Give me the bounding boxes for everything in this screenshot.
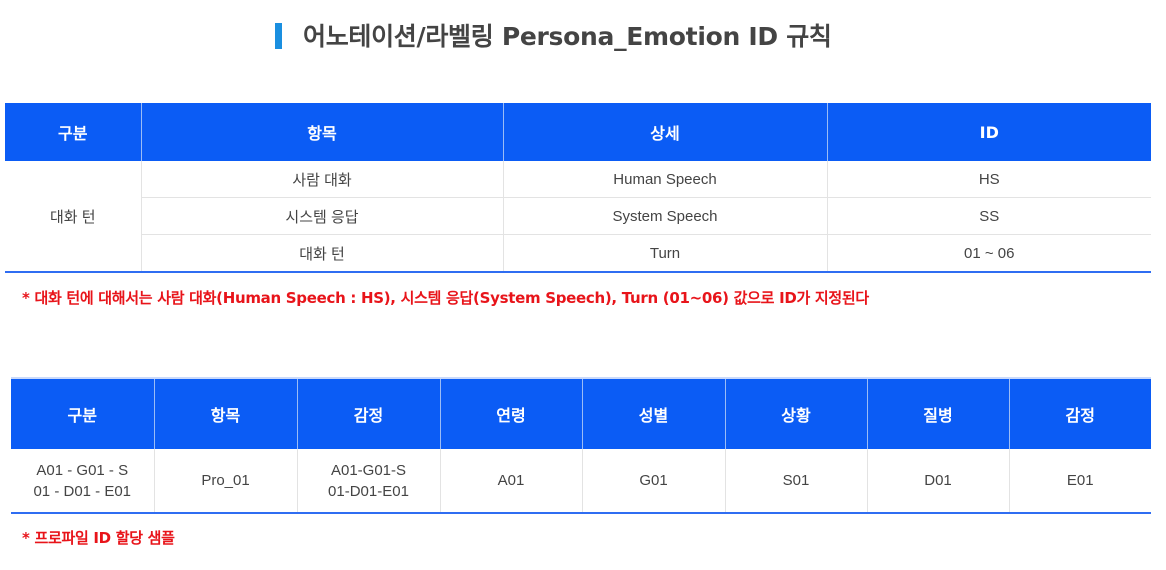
header-emotion: 감정 <box>297 378 441 449</box>
turn-id-note: * 대화 턴에 대해서는 사람 대화(Human Speech : HS), 시… <box>22 289 869 307</box>
category-line-2: 01 - D01 - E01 <box>33 482 132 500</box>
category-line-1: A01 - G01 - S <box>36 461 129 479</box>
profile-id-table: 구분 항목 감정 연령 성별 상황 질병 감정 A01 - G01 - S 01… <box>11 377 1151 514</box>
item-cell: 사람 대화 <box>141 161 504 198</box>
item-cell: 시스템 응답 <box>141 197 504 235</box>
table-row: 대화 턴 사람 대화 Human Speech HS <box>5 161 1151 272</box>
gender-cell: G01 <box>582 449 726 513</box>
id-cell: SS <box>827 197 1151 235</box>
table-row: 대화 턴 Turn 01 ~ 06 <box>5 234 1151 272</box>
profile-id-note: * 프로파일 ID 할당 샘플 <box>22 529 175 547</box>
table-header-row: 구분 항목 감정 연령 성별 상황 질병 감정 <box>11 378 1151 449</box>
id-cell: HS <box>827 161 1151 198</box>
header-category: 구분 <box>5 103 142 161</box>
header-id: ID <box>827 103 1151 161</box>
header-age: 연령 <box>440 378 583 449</box>
header-item: 항목 <box>141 103 504 161</box>
header-emotion-2: 감정 <box>1009 378 1151 449</box>
id-rule-table: 구분 항목 상세 ID 대화 턴 사람 대화 Human Speech HS 시… <box>5 103 1151 273</box>
emotion-2-cell: E01 <box>1066 472 1094 489</box>
table-row: A01 - G01 - S 01 - D01 - E01 Pro_01 A01-… <box>11 449 1151 513</box>
emotion-line-1: A01-G01-S <box>330 461 407 479</box>
page-title: 어노테이션/라벨링 Persona_Emotion ID 규칙 <box>303 22 832 51</box>
disease-cell: D01 <box>867 449 1010 513</box>
situation-cell: S01 <box>725 449 868 513</box>
header-disease: 질병 <box>867 378 1010 449</box>
emotion-cell: A01-G01-S 01-D01-E01 <box>297 449 441 513</box>
age-cell: A01 <box>440 449 583 513</box>
title-section: 어노테이션/라벨링 Persona_Emotion ID 규칙 <box>0 20 1166 56</box>
emotion-line-2: 01-D01-E01 <box>328 482 409 500</box>
id-cell: 01 ~ 06 <box>964 244 1015 262</box>
detail-cell: Turn <box>503 234 828 272</box>
header-item: 항목 <box>154 378 298 449</box>
detail-cell: System Speech <box>503 197 828 235</box>
title-accent-bar <box>275 23 282 49</box>
header-gender: 성별 <box>582 378 726 449</box>
detail-cell: Human Speech <box>503 161 828 198</box>
category-cell: A01 - G01 - S 01 - D01 - E01 <box>11 449 155 513</box>
table-header-row: 구분 항목 상세 ID <box>5 103 1151 161</box>
table-row: 시스템 응답 System Speech SS <box>5 197 1151 235</box>
group-label-cell: 대화 턴 <box>5 161 142 272</box>
item-cell: Pro_01 <box>154 449 298 513</box>
header-situation: 상황 <box>725 378 868 449</box>
header-detail: 상세 <box>503 103 828 161</box>
item-cell: 대화 턴 <box>141 234 504 272</box>
header-category: 구분 <box>11 378 155 449</box>
